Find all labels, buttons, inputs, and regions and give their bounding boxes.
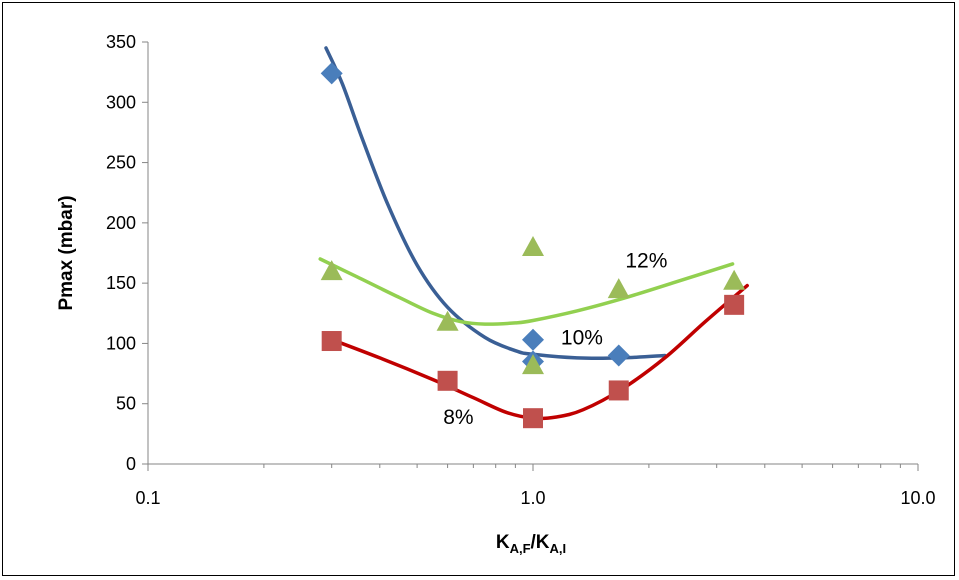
data-point-12pct [522, 235, 544, 256]
y-tick-label: 100 [106, 333, 136, 353]
data-point-10pct [522, 328, 544, 351]
trend-line-8pct [324, 283, 749, 421]
x-axis-title: KA,F/KA,I [496, 532, 566, 556]
x-tick-label: 1.0 [520, 488, 545, 508]
y-axis: 0 50 100 150 200 250 300 350 [106, 32, 149, 474]
data-point-12pct [320, 260, 343, 281]
series-annotations: 12% 10% 8% [443, 249, 667, 429]
data-point-12pct [436, 310, 459, 331]
x-tick-label: 10.0 [900, 488, 935, 508]
series-label-8pct: 8% [443, 406, 473, 429]
data-point-8pct [321, 331, 342, 352]
trend-line-10pct [324, 46, 667, 361]
data-point-8pct [437, 370, 458, 391]
data-point-10pct [607, 344, 630, 367]
trend-line-12pct [318, 257, 735, 326]
y-tick-label: 300 [106, 92, 136, 112]
y-tick-label: 0 [126, 454, 136, 474]
data-point-12pct [607, 278, 630, 299]
data-points [320, 62, 746, 429]
y-tick-label: 50 [116, 394, 136, 414]
data-point-12pct [723, 269, 746, 290]
data-point-8pct [724, 294, 745, 315]
y-tick-label: 250 [106, 153, 136, 173]
x-tick-label: 0.1 [135, 488, 160, 508]
data-point-8pct [608, 380, 629, 401]
data-point-12pct [522, 354, 544, 375]
y-axis-title: Pmax (mbar) [56, 195, 77, 310]
x-axis: 0.1 1.0 10.0 [135, 463, 936, 508]
y-tick-label: 200 [106, 213, 136, 233]
data-point-10pct [320, 62, 343, 85]
y-tick-label: 150 [106, 273, 136, 293]
y-tick-label: 350 [106, 32, 136, 52]
data-point-8pct [523, 408, 543, 429]
series-label-10pct: 10% [561, 327, 603, 350]
series-label-12pct: 12% [625, 249, 667, 272]
